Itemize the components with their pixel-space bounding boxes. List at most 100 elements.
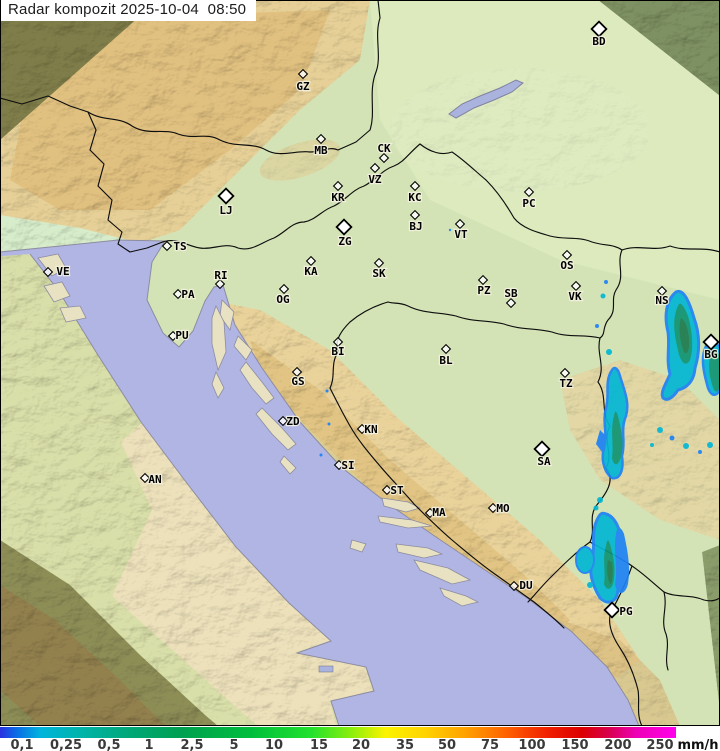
scale-tick-5: 5	[229, 738, 239, 751]
radar-cell-core	[709, 350, 720, 392]
scale-tick-2,5: 2,5	[180, 738, 204, 751]
radar-cell-core	[612, 411, 623, 465]
island	[211, 370, 225, 399]
city-label-GS: GS	[291, 375, 304, 388]
island	[233, 335, 253, 361]
terrain-dinarides-core	[250, 340, 570, 650]
border-line	[599, 249, 623, 339]
scale-gradient-bar	[0, 727, 676, 738]
city-label-MO: MO	[496, 502, 510, 515]
border-line	[87, 111, 371, 155]
city-marker-BD	[590, 20, 608, 38]
city-marker-NS	[656, 285, 668, 297]
city-marker-SB	[505, 297, 517, 309]
city-marker-KA	[305, 255, 317, 267]
city-label-SK: SK	[372, 267, 386, 280]
city-marker-VT	[454, 218, 466, 230]
radar-speck	[604, 280, 608, 284]
city-marker-ZD	[277, 415, 289, 427]
border-line	[87, 111, 161, 253]
city-label-KR: KR	[331, 191, 345, 204]
lagoon-patch	[59, 305, 87, 323]
italy-apennines-core	[0, 585, 165, 726]
radar-cell-core	[615, 528, 630, 593]
city-marker-VK	[570, 280, 582, 292]
radar-speck	[698, 450, 702, 454]
city-marker-OG	[278, 283, 290, 295]
border-line	[159, 143, 421, 250]
city-marker-TS	[161, 240, 173, 252]
city-marker-PG	[603, 601, 621, 619]
city-label-KC: KC	[408, 191, 421, 204]
city-marker-DU	[508, 580, 520, 592]
scale-tick-0,1: 0,1	[10, 738, 34, 751]
radar-speck	[600, 293, 606, 299]
city-label-ST: ST	[390, 484, 404, 497]
radar-speck	[593, 505, 599, 511]
scale-tick-20: 20	[351, 738, 371, 751]
lagoon-patch	[43, 281, 71, 303]
border-line	[621, 245, 720, 253]
island	[211, 304, 227, 372]
italy-outline	[29, 253, 375, 726]
city-label-DU: DU	[519, 579, 533, 592]
city-label-ZD: ZD	[286, 415, 300, 428]
map-canvas: BD GZ MB CK VZ KR KC PC LJ BJ VT ZG TS OS VE KA SK RI PA PZ…	[0, 0, 720, 726]
city-label-RI: RI	[214, 269, 227, 282]
islands-layer	[211, 299, 480, 607]
island	[219, 299, 235, 331]
city-label-OS: OS	[560, 259, 573, 272]
city-label-LJ: LJ	[219, 204, 232, 217]
out-of-range-top-left	[0, 0, 158, 140]
city-label-PA: PA	[181, 288, 195, 301]
city-label-SI: SI	[341, 459, 354, 472]
scale-unit: mm/h	[677, 738, 719, 751]
city-label-VZ: VZ	[368, 173, 382, 186]
city-marker-PC	[523, 186, 535, 198]
radar-speck	[606, 349, 612, 355]
city-marker-VE	[42, 266, 54, 278]
radar-speck	[327, 422, 331, 426]
scale-tick-0,5: 0,5	[97, 738, 121, 751]
city-marker-SK	[373, 257, 385, 269]
city-label-TS: TS	[173, 240, 186, 253]
city-marker-BJ	[409, 209, 421, 221]
city-label-PZ: PZ	[477, 284, 491, 297]
island	[381, 497, 422, 513]
radar-speck	[587, 582, 593, 588]
border-line	[0, 95, 89, 113]
radar-cell-core	[679, 318, 690, 354]
city-marker-ST	[381, 484, 393, 496]
radar-speck	[657, 427, 663, 433]
scale-tick-100: 100	[518, 738, 546, 751]
city-marker-PU	[167, 330, 179, 342]
city-label-CK: CK	[377, 142, 391, 155]
scale-tick-200: 200	[604, 738, 632, 751]
city-label-BJ: BJ	[409, 220, 422, 233]
radar-speck	[683, 443, 689, 449]
city-marker-OS	[561, 249, 573, 261]
intensity-scale: 0,1 0,25 0,5 1 2,5 5 10 15 20 35 50 75 100 150 200 250 …	[0, 726, 720, 751]
scale-tick-0,25: 0,25	[49, 738, 83, 751]
gargano-lake	[318, 665, 334, 673]
map-title: Radar kompozit 2025-10-04 08:50	[1, 0, 257, 21]
city-marker-MO	[487, 502, 499, 514]
city-label-AN: AN	[148, 473, 161, 486]
radar-cell	[575, 546, 595, 574]
city-marker-KN	[356, 423, 368, 435]
city-label-MA: MA	[432, 506, 446, 519]
radar-speck	[707, 442, 713, 448]
scale-tick-35: 35	[395, 738, 415, 751]
city-layer: BD GZ MB CK VZ KR KC PC LJ BJ VT ZG TS OS VE KA SK RI PA PZ…	[42, 20, 720, 619]
terrain-hills-mb	[259, 139, 341, 181]
city-marker-VZ	[369, 162, 381, 174]
radar-speck	[595, 324, 599, 328]
border-line	[419, 143, 623, 251]
city-label-BL: BL	[439, 354, 453, 367]
island	[239, 361, 275, 405]
city-label-SA: SA	[537, 455, 551, 468]
city-label-SB: SB	[504, 287, 518, 300]
city-label-OG: OG	[276, 293, 290, 306]
city-label-ZG: ZG	[338, 235, 352, 248]
radar-speck	[597, 497, 603, 503]
